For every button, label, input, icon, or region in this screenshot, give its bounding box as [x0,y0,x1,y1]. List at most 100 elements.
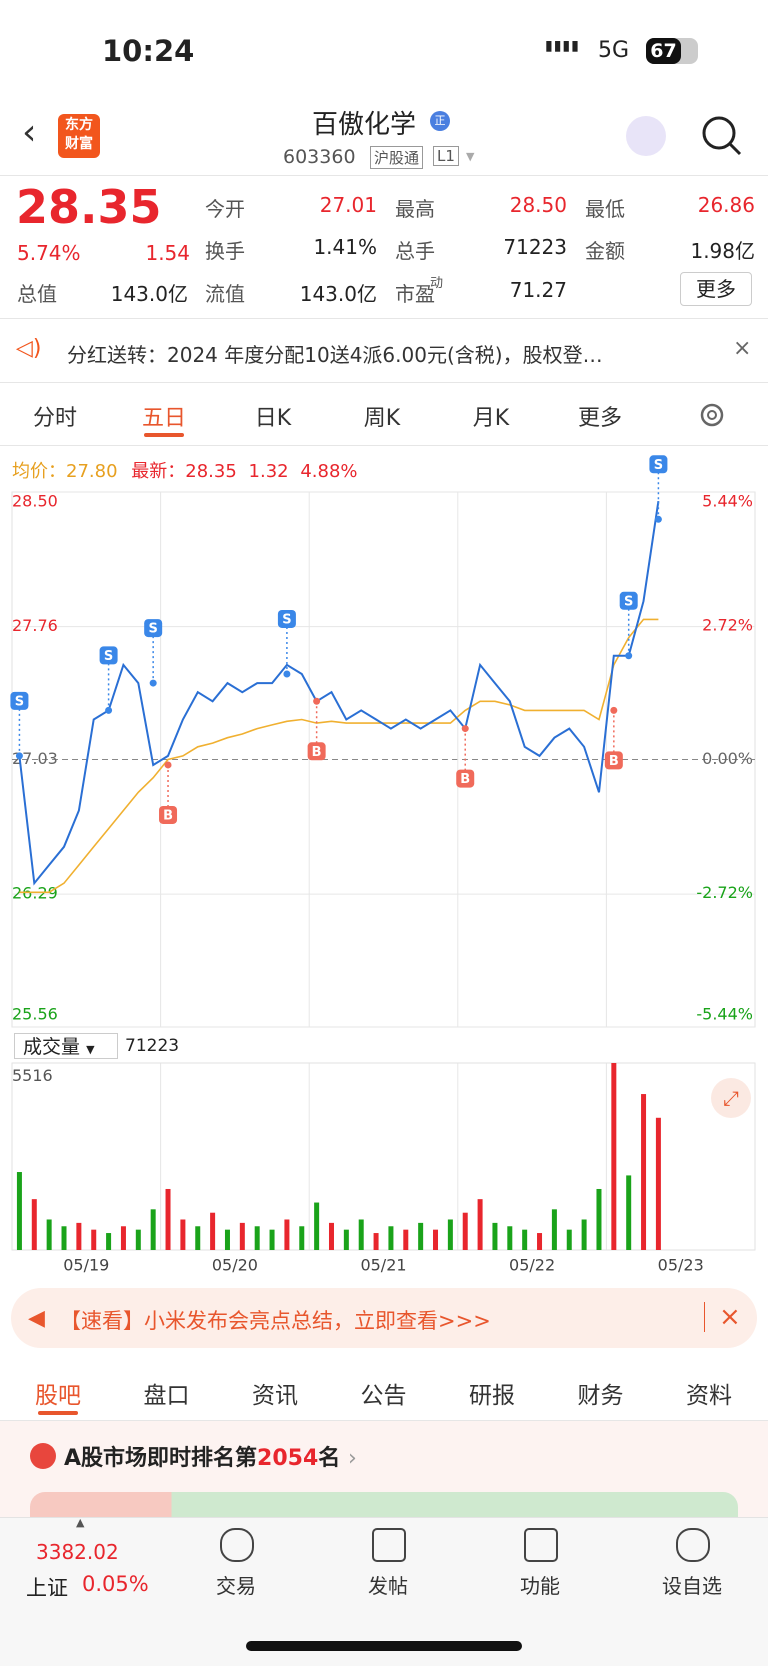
y2-tick-label: 2.72% [702,615,753,634]
divider [0,1420,768,1421]
dropdown-arrow: ▼ [86,1043,95,1056]
badge: 正 [430,111,450,131]
pe-tag: 动 [430,276,444,291]
volume-bar [180,1219,186,1250]
volume-bar [31,1199,37,1250]
volume-bar [328,1222,334,1250]
search-icon[interactable] [700,114,744,158]
expand-button[interactable]: ⤢ [711,1078,751,1118]
more-button[interactable]: 更多 [680,272,752,306]
field-label: 最高 [395,197,435,221]
index-value[interactable]: 3382.02 [36,1540,119,1564]
nav-icon[interactable] [372,1528,406,1562]
volume-bar [462,1212,468,1250]
nav-icon[interactable] [676,1528,710,1562]
divider [0,382,768,383]
close-button[interactable]: × [733,336,752,361]
tag: L1 [433,146,459,166]
logo[interactable]: 东方 财富 [58,114,100,158]
tab[interactable]: 资讯 [252,1383,298,1409]
y-tick-label: 27.03 [12,749,58,768]
dropdown-arrow[interactable]: ▼ [466,150,475,163]
signal-icon: ▮▮▮▮ [545,38,580,54]
marker-label: B [163,808,173,823]
marker-label: S [15,694,24,709]
volume-bar [655,1117,661,1250]
tab[interactable]: 研报 [469,1383,515,1409]
volume-bar [581,1219,587,1250]
nav-icon[interactable] [220,1528,254,1562]
logo-text: 东方 [65,117,93,133]
volume-max: 5516 [12,1066,53,1085]
nav-label[interactable]: 设自选 [662,1574,722,1598]
marker-box [307,742,326,761]
tab[interactable]: 月K [472,406,510,431]
stock-code: 603360 [283,146,356,168]
tab[interactable]: 盘口 [143,1383,190,1409]
tab[interactable]: 五日 [141,406,186,431]
field-value: 1.41% [313,235,377,259]
volume-bar [551,1209,557,1250]
ranking[interactable]: A股市场即时排名第2054名 › [64,1446,357,1471]
marker-box [277,609,296,628]
back-button[interactable]: ‹ [22,112,37,153]
field-value: 71.27 [509,278,567,302]
tab[interactable]: 日K [254,406,292,431]
nav-icon[interactable] [524,1528,558,1562]
stock-name: 百傲化学 [312,110,417,140]
tab[interactable]: 股吧 [35,1383,81,1409]
notice[interactable]: 分红送转：2024 年度分配10送4派6.00元(含税)，股权登… [67,343,603,367]
x-tick-label: 05/21 [360,1256,406,1275]
y-tick-label: 28.50 [12,492,58,511]
volume-bar [195,1226,201,1250]
volume-bar [596,1188,602,1250]
volume-bar [388,1226,394,1250]
volume-bar [507,1226,513,1250]
banner[interactable] [11,1288,757,1348]
field-label: 总值 [17,282,57,306]
settings-icon[interactable] [697,400,727,430]
rank-prefix: A股市场即时排名第 [64,1446,258,1471]
volume-bar [611,1063,617,1250]
close-button[interactable]: × [704,1302,741,1332]
divider [0,445,768,446]
assistant-icon[interactable] [626,116,666,156]
x-tick-label: 05/19 [63,1256,109,1275]
banner-text[interactable]: 【速看】小米发布会亮点总结，立即查看>>> [60,1309,491,1333]
field-label: 流值 [205,282,245,306]
marker-label: B [609,754,619,769]
volume-bar [61,1226,67,1250]
tab[interactable]: 公告 [360,1383,407,1409]
index-name[interactable]: 上证 [26,1576,68,1600]
nav-label[interactable]: 功能 [520,1574,560,1598]
volume-bar [224,1229,230,1250]
volume-bar [418,1222,424,1250]
volume-bar [150,1209,156,1250]
latest-pct: 4.88% [300,461,358,482]
tab[interactable]: 财务 [577,1383,624,1409]
volume-selector[interactable]: 成交量 ▼ [14,1033,118,1059]
avg-label: 均价： [12,461,66,482]
index-change[interactable]: 0.05% [82,1572,149,1596]
marker-label: S [654,458,663,473]
chart: 25.56 26.29 27.03 27.76 28.50 -5.44% -2.72% 0.0… [10,455,756,1275]
divider [0,175,768,176]
field-label: 最低 [585,197,625,221]
volume-bar [566,1229,572,1250]
marker-label: S [282,612,291,627]
volume-bar [210,1212,216,1250]
rank-number: 2054 [257,1446,319,1471]
marker-label: B [312,745,322,760]
volume-bar [239,1222,245,1250]
volume-bar [46,1219,52,1250]
tab[interactable]: 周K [363,406,401,431]
volume-bar [447,1219,453,1250]
tag: 沪股通 [370,146,424,169]
tab[interactable]: 更多 [577,406,622,431]
volume-bar [135,1229,141,1250]
tab[interactable]: 分时 [32,406,77,431]
nav-label[interactable]: 交易 [216,1574,256,1598]
nav-label[interactable]: 发帖 [368,1574,408,1598]
tab[interactable]: 资料 [686,1383,732,1409]
